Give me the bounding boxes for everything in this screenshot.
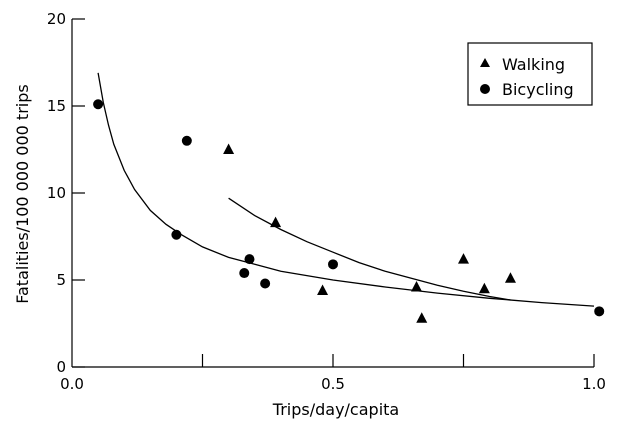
y-tick-label: 5	[56, 271, 66, 289]
walking-fit-curve	[228, 197, 511, 301]
bicycling-point	[239, 268, 250, 279]
bicycling-point	[171, 229, 182, 240]
walking-point	[416, 312, 428, 323]
walking-point	[458, 253, 469, 264]
legend: Walking Bicycling	[467, 42, 593, 106]
bicycling-point	[260, 278, 271, 289]
walking-point	[317, 284, 329, 295]
bicycling-point	[594, 306, 605, 317]
x-tick-label: 0.0	[60, 375, 84, 393]
y-tick-label: 10	[47, 184, 66, 202]
walking-point	[270, 216, 282, 228]
bicycling-fit-curve	[97, 72, 595, 307]
legend-walking-marker	[480, 58, 490, 67]
x-tick-label: 0.5	[321, 375, 345, 393]
legend-walking-label: Walking	[502, 55, 565, 74]
bicycling-point	[244, 254, 255, 265]
walking-point	[478, 282, 490, 294]
x-axis-title: Trips/day/capita	[272, 400, 399, 419]
legend-bicycling-marker	[480, 84, 490, 94]
bicycling-point	[181, 135, 192, 146]
data-points	[93, 99, 605, 323]
bicycling-point	[328, 259, 338, 270]
legend-bicycling-label: Bicycling	[502, 80, 574, 99]
axes: 0 5 10 15 20 0.0 0.5 1.0	[47, 10, 606, 393]
y-axis-title: Fatalities/100 000 000 trips	[13, 84, 32, 303]
bicycling-point	[93, 99, 104, 110]
legend-box	[467, 42, 593, 106]
y-tick-label: 0	[56, 358, 66, 376]
walking-point	[223, 143, 235, 154]
x-tick-label: 1.0	[582, 375, 606, 393]
y-tick-label: 20	[47, 10, 66, 28]
walking-point	[504, 272, 516, 283]
walking-point	[411, 280, 423, 292]
y-tick-label: 15	[47, 97, 66, 115]
fit-curves	[97, 72, 595, 307]
